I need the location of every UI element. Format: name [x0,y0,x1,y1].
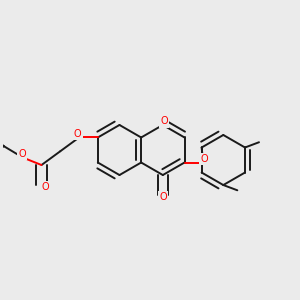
Text: O: O [18,149,26,159]
Text: O: O [200,154,208,164]
Text: O: O [160,116,168,126]
Text: O: O [159,192,167,203]
Text: O: O [41,182,49,192]
Text: O: O [74,129,81,139]
